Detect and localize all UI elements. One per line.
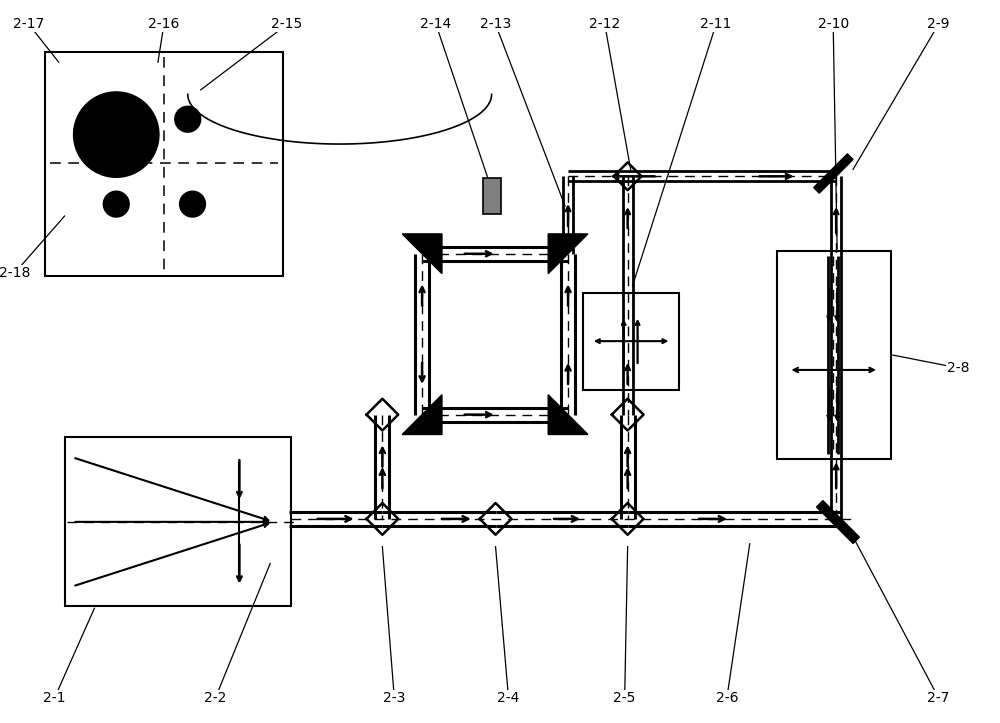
Text: 2-10: 2-10 — [818, 17, 849, 31]
Circle shape — [175, 106, 201, 132]
Polygon shape — [548, 395, 588, 435]
Text: 2-13: 2-13 — [480, 17, 511, 31]
Polygon shape — [402, 395, 442, 435]
Text: 2-3: 2-3 — [383, 690, 405, 705]
Polygon shape — [402, 234, 442, 273]
Circle shape — [74, 92, 159, 177]
Polygon shape — [817, 500, 859, 544]
Bar — [45, 52, 283, 275]
Text: 2-7: 2-7 — [927, 690, 950, 705]
Text: 2-11: 2-11 — [700, 17, 732, 31]
Text: 2-12: 2-12 — [589, 17, 620, 31]
Text: 2-2: 2-2 — [204, 690, 227, 705]
Polygon shape — [814, 154, 853, 193]
Text: 2-8: 2-8 — [947, 361, 970, 375]
Bar — [483, 179, 501, 214]
Text: 2-16: 2-16 — [148, 17, 180, 31]
Polygon shape — [548, 234, 588, 273]
Text: 2-6: 2-6 — [716, 690, 738, 705]
Text: 2-4: 2-4 — [497, 690, 520, 705]
Bar — [65, 437, 291, 607]
Bar — [583, 294, 679, 390]
Text: 2-14: 2-14 — [420, 17, 452, 31]
Circle shape — [180, 191, 205, 217]
Bar — [777, 251, 891, 459]
Text: 2-9: 2-9 — [927, 17, 950, 31]
Text: 2-18: 2-18 — [0, 265, 31, 280]
Circle shape — [103, 191, 129, 217]
Text: 2-17: 2-17 — [13, 17, 44, 31]
Text: 2-15: 2-15 — [271, 17, 303, 31]
Text: 2-5: 2-5 — [613, 690, 636, 705]
Text: 2-1: 2-1 — [43, 690, 66, 705]
